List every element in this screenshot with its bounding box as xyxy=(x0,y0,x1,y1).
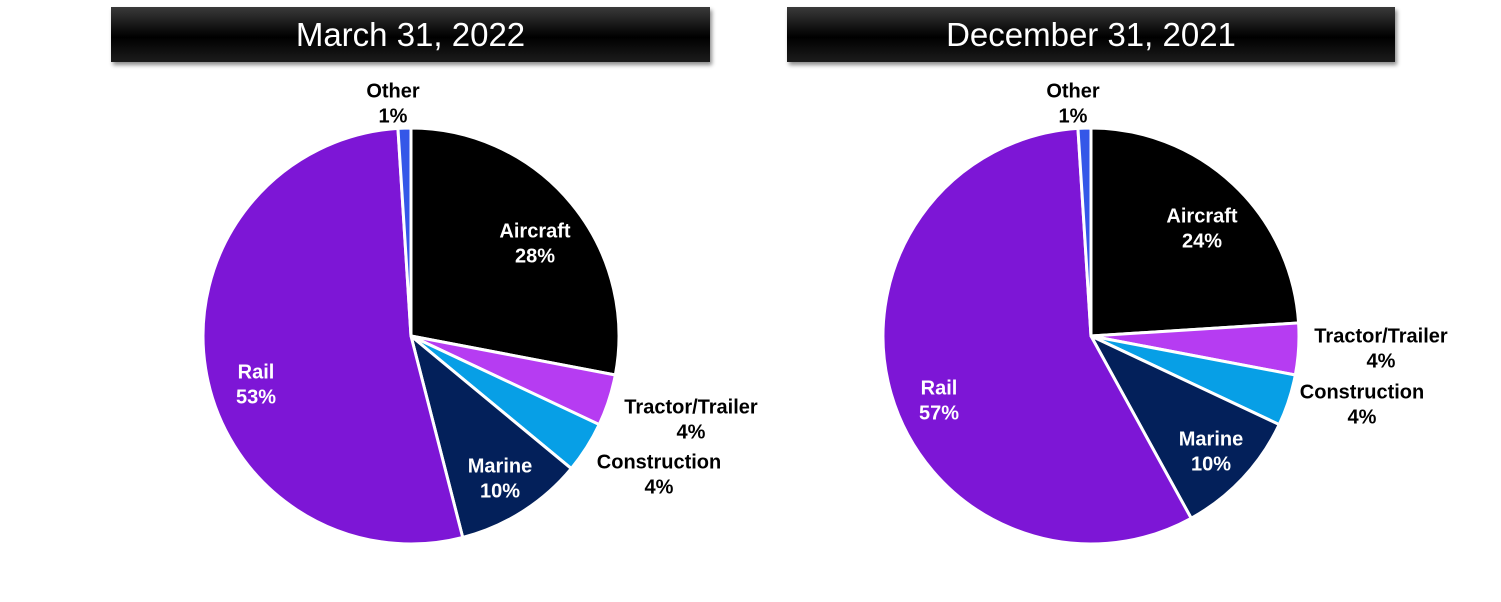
slice-label-march-2022-aircraft: Aircraft xyxy=(499,220,570,242)
slice-label-march-2022-marine: Marine xyxy=(468,455,532,477)
slice-label-march-2022-construction: Construction xyxy=(597,451,721,473)
slice-label-december-2021-rail: Rail xyxy=(921,377,958,399)
slice-label-december-2021-tractor-trailer: Tractor/Trailer xyxy=(1314,325,1448,347)
pie-slice-december-2021-rail xyxy=(881,126,1193,546)
pie-slice-march-2022-rail xyxy=(201,126,465,546)
pie-slice-december-2021-aircraft xyxy=(1089,126,1301,338)
slice-label-december-2021-marine: Marine xyxy=(1179,428,1243,450)
slice-label-march-2022-tractor-trailer: Tractor/Trailer xyxy=(624,396,758,418)
slice-value-december-2021-rail: 57% xyxy=(919,402,959,424)
pie-slice-march-2022-other xyxy=(396,126,413,338)
slice-value-march-2022-other: 1% xyxy=(379,105,408,127)
slice-value-december-2021-tractor-trailer: 4% xyxy=(1367,350,1396,372)
chart-title-march-2022: March 31, 2022 xyxy=(111,7,710,62)
slice-value-march-2022-construction: 4% xyxy=(645,476,674,498)
slice-value-december-2021-other: 1% xyxy=(1059,105,1088,127)
slice-label-march-2022-rail: Rail xyxy=(238,361,275,383)
slice-value-march-2022-aircraft: 28% xyxy=(515,245,555,267)
pie-slice-march-2022-aircraft xyxy=(409,126,621,377)
slice-value-march-2022-rail: 53% xyxy=(236,386,276,408)
pie-slice-december-2021-marine xyxy=(1089,334,1281,520)
slice-value-december-2021-aircraft: 24% xyxy=(1182,230,1222,252)
slice-label-december-2021-aircraft: Aircraft xyxy=(1166,205,1237,227)
chart-title-december-2021: December 31, 2021 xyxy=(787,7,1395,62)
slice-value-december-2021-marine: 10% xyxy=(1191,453,1231,475)
pie-slice-december-2021-other xyxy=(1076,126,1093,338)
slice-label-december-2021-other: Other xyxy=(1046,80,1100,102)
slice-value-march-2022-marine: 10% xyxy=(480,480,520,502)
slice-label-march-2022-other: Other xyxy=(366,80,420,102)
slice-label-december-2021-construction: Construction xyxy=(1300,381,1424,403)
slice-value-march-2022-tractor-trailer: 4% xyxy=(677,421,706,443)
slice-value-december-2021-construction: 4% xyxy=(1348,406,1377,428)
